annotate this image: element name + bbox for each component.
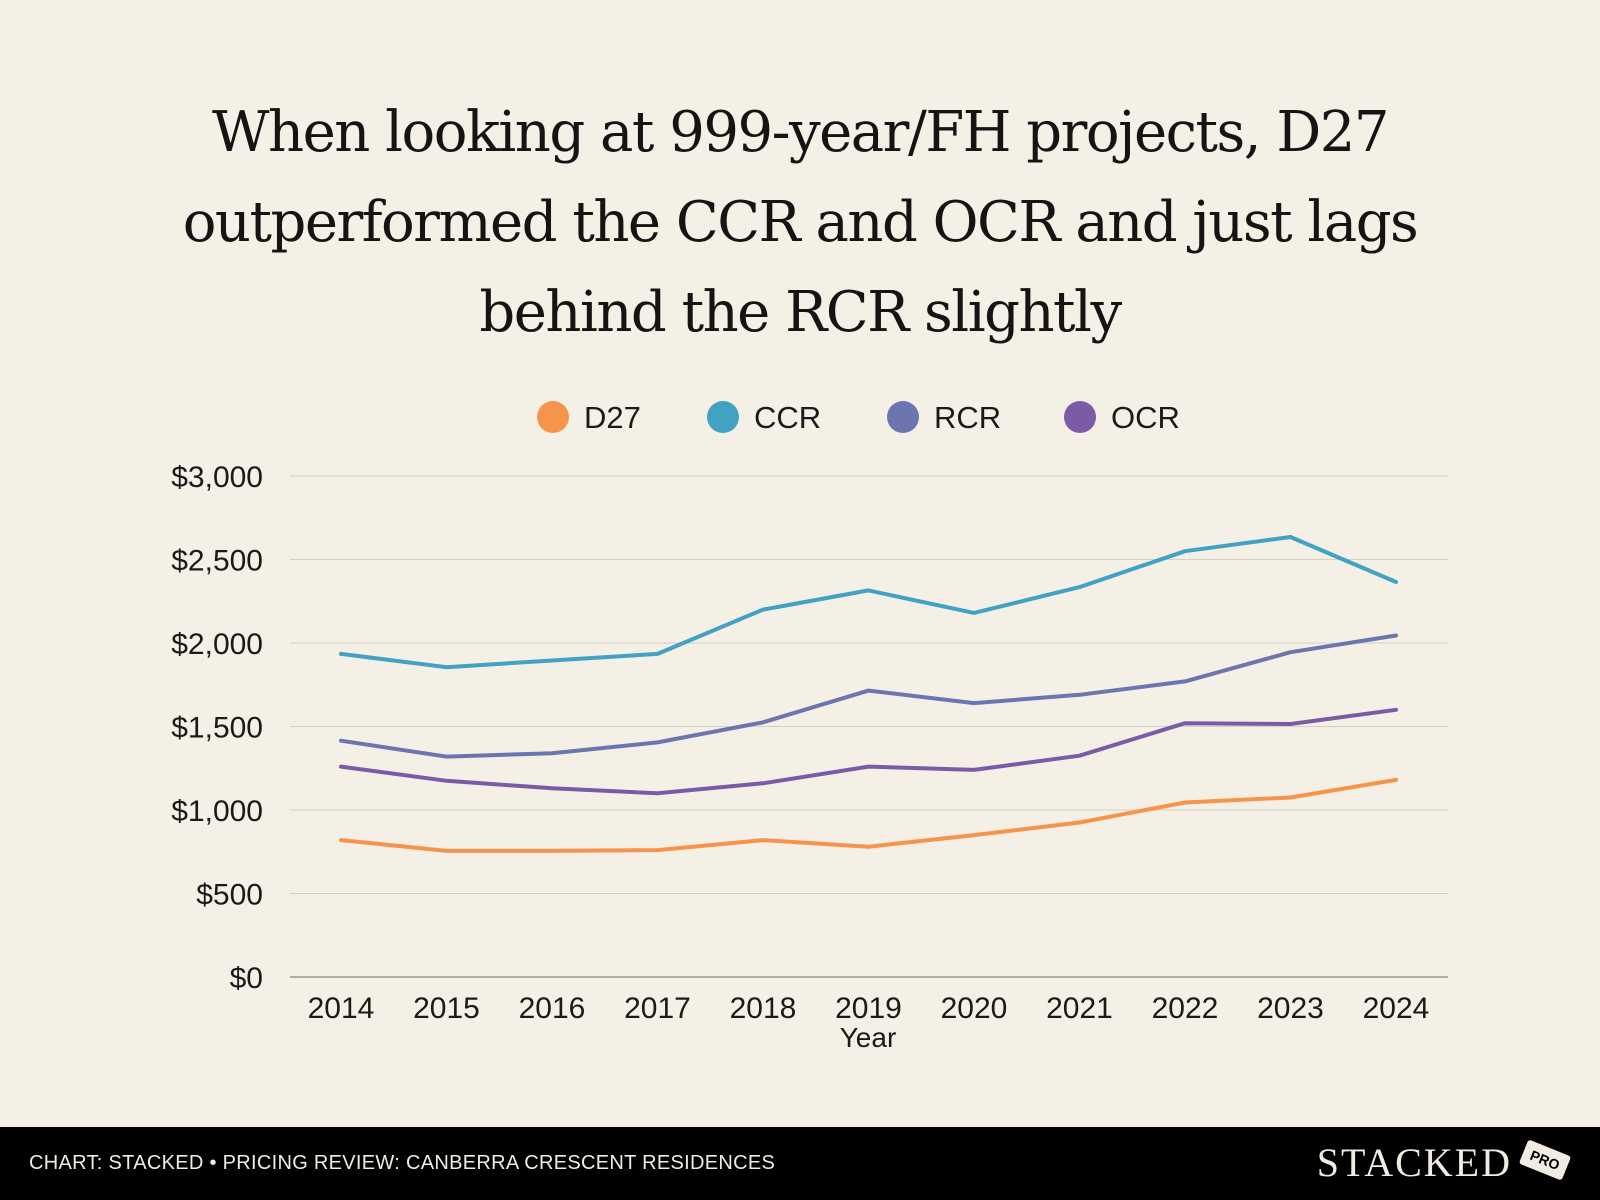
legend-label-rcr: RCR <box>934 400 1001 435</box>
series-line-ccr <box>339 535 1398 670</box>
y-tick-label: $0 <box>230 962 263 995</box>
legend-marker-d27 <box>537 401 569 433</box>
y-tick-label: $2,500 <box>171 545 263 578</box>
pro-badge: PRO <box>1518 1139 1572 1181</box>
x-tick-label: 2019 <box>835 992 902 1025</box>
y-tick-label: $2,000 <box>171 628 263 661</box>
legend-marker-ccr <box>707 401 739 433</box>
x-tick-label: 2020 <box>941 992 1008 1025</box>
series-line-d27 <box>339 777 1398 853</box>
x-tick-label: 2022 <box>1152 992 1219 1025</box>
y-tick-label: $500 <box>196 879 263 912</box>
legend-label-ccr: CCR <box>754 400 821 435</box>
title-line: outperformed the CCR and OCR and just la… <box>182 190 1419 255</box>
title-line: behind the RCR slightly <box>479 280 1122 345</box>
footer-credit: CHART: STACKED • PRICING REVIEW: CANBERR… <box>29 1152 776 1174</box>
chart-title: When looking at 999-year/FH projects, D2… <box>100 88 1500 358</box>
x-tick-label: 2021 <box>1046 992 1113 1025</box>
brand-logo: STACKED <box>1316 1140 1512 1185</box>
line-chart: $0 $500 $1,000 $1,500 $2,000 $2,500 $3,000 2014… <box>171 400 1448 1053</box>
y-tick-label: $1,500 <box>171 712 263 745</box>
title-line: When looking at 999-year/FH projects, D2… <box>211 100 1390 165</box>
y-tick-label: $1,000 <box>171 795 263 828</box>
legend-label-d27: D27 <box>584 400 641 435</box>
legend-marker-ocr <box>1064 401 1096 433</box>
x-tick-label: 2016 <box>519 992 586 1025</box>
footer-bar: CHART: STACKED • PRICING REVIEW: CANBERR… <box>0 1127 1600 1200</box>
x-tick-label: 2014 <box>308 992 375 1025</box>
series-line-ocr <box>339 707 1398 796</box>
x-tick-label: 2024 <box>1363 992 1430 1025</box>
x-tick-label: 2017 <box>624 992 691 1025</box>
series-line-rcr <box>339 633 1398 759</box>
legend-marker-rcr <box>887 401 919 433</box>
x-tick-label: 2023 <box>1257 992 1324 1025</box>
legend-label-ocr: OCR <box>1111 400 1180 435</box>
x-axis-title: Year <box>840 1022 897 1053</box>
y-tick-label: $3,000 <box>171 461 263 494</box>
x-tick-label: 2015 <box>413 992 480 1025</box>
x-tick-label: 2018 <box>730 992 797 1025</box>
